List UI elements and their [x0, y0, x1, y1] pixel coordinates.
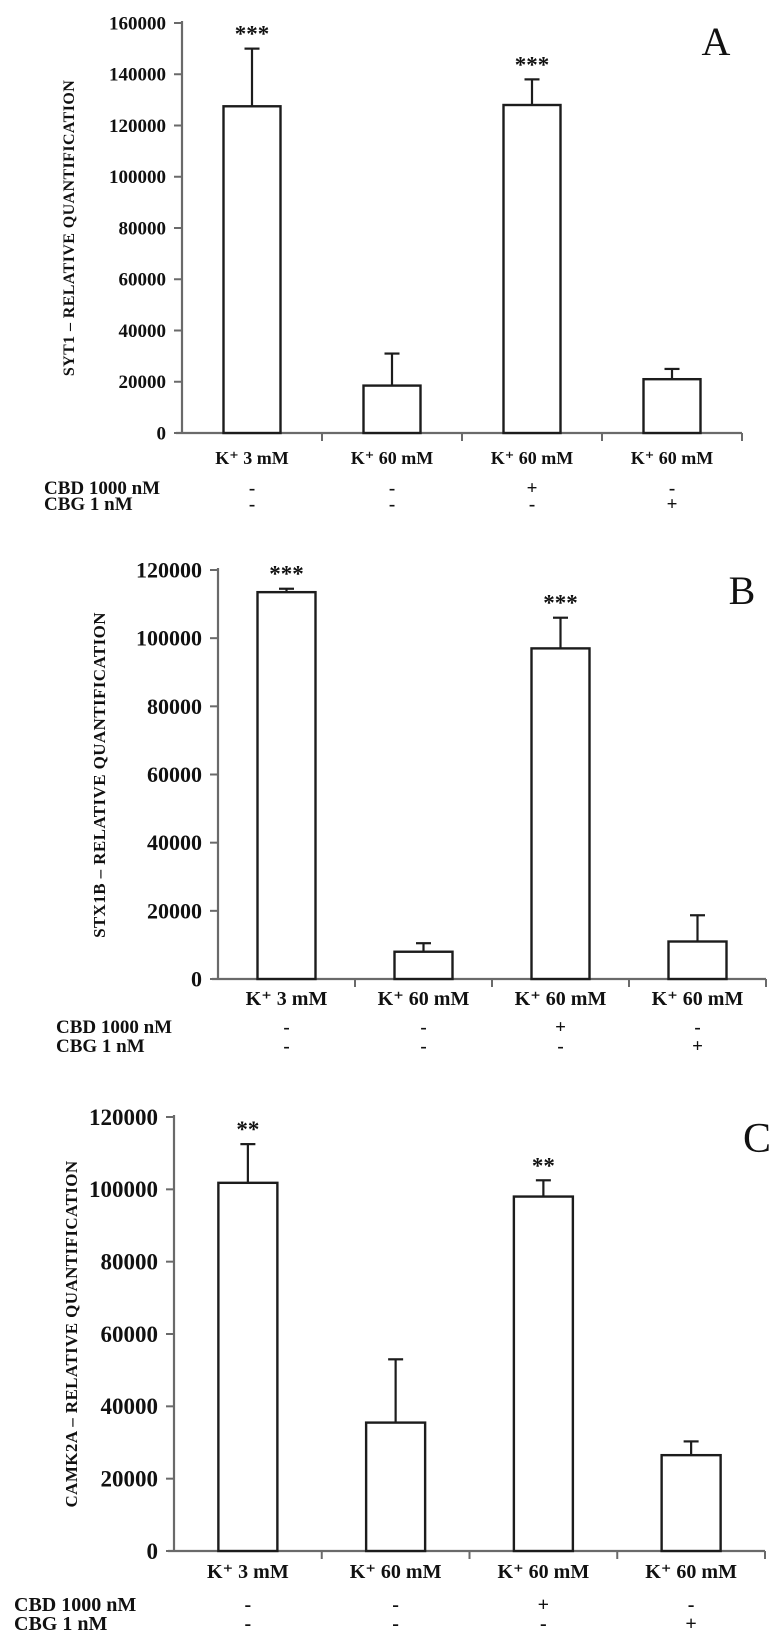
y-tick-label: 100000 [136, 626, 202, 651]
condition-value: - [392, 1613, 399, 1635]
condition-value: - [557, 1036, 563, 1057]
significance-label: *** [269, 562, 304, 587]
condition-value: - [245, 1594, 252, 1616]
panel-A: 0 20000 40000 60000 80000 100000 120000 140000 1… [0, 0, 783, 530]
condition-value: - [694, 1017, 700, 1038]
y-axis-title: CAMK2A – RELATIVE QUANTIFICATION [62, 1160, 81, 1507]
category-label: K⁺ 3 mM [246, 988, 328, 1010]
category-label: K⁺ 60 mM [645, 1561, 737, 1583]
condition-value: + [538, 1594, 549, 1616]
condition-value: + [667, 494, 678, 515]
category-label: K⁺ 60 mM [515, 988, 607, 1010]
condition-value: - [389, 494, 395, 515]
bar [530, 647, 591, 981]
category-label: K⁺ 60 mM [378, 988, 470, 1010]
bar [642, 377, 702, 435]
condition-row-label: CBD 1000 nM [44, 478, 160, 499]
significance-label: *** [543, 591, 578, 616]
condition-value: - [283, 1017, 289, 1038]
significance-label: *** [515, 52, 550, 77]
condition-value: - [669, 478, 675, 499]
panel-letter: C [743, 1116, 771, 1162]
category-label: K⁺ 60 mM [351, 448, 434, 468]
condition-row-label: CBG 1 nM [44, 494, 133, 515]
y-tick-label: 80000 [147, 694, 202, 719]
panel-letter: A [702, 19, 731, 64]
category-label: K⁺ 60 mM [631, 448, 714, 468]
y-tick-label: 60000 [147, 762, 202, 787]
y-tick-label: 160000 [109, 13, 166, 34]
y-tick-label: 0 [191, 966, 202, 991]
panel-letter: B [729, 568, 756, 613]
significance-label: ** [532, 1153, 555, 1178]
y-tick-label: 0 [147, 1539, 159, 1564]
y-tick-label: 120000 [89, 1105, 158, 1130]
y-tick-label: 100000 [89, 1177, 158, 1202]
condition-value: + [555, 1017, 566, 1038]
y-tick-label: 20000 [147, 898, 202, 923]
condition-value: + [685, 1613, 696, 1635]
significance-label: *** [235, 22, 270, 47]
bar [667, 940, 728, 981]
bar [393, 950, 454, 981]
condition-value: - [529, 494, 535, 515]
y-tick-label: 80000 [101, 1249, 159, 1274]
condition-value: + [527, 478, 538, 499]
bar [217, 1181, 279, 1553]
y-tick-label: 40000 [147, 830, 202, 855]
significance-label: ** [236, 1117, 259, 1142]
category-label: K⁺ 60 mM [491, 448, 574, 468]
condition-value: - [420, 1036, 426, 1057]
category-label: K⁺ 60 mM [350, 1561, 442, 1583]
condition-value: - [392, 1594, 399, 1616]
y-tick-label: 60000 [119, 270, 167, 291]
bar [256, 590, 317, 981]
condition-value: - [283, 1036, 289, 1057]
y-tick-label: 120000 [109, 116, 166, 137]
category-label: K⁺ 60 mM [652, 988, 744, 1010]
chart-camk2a-bar-chart: 0 20000 40000 60000 80000 100000 120000 ** K⁺ 3 … [14, 1105, 771, 1635]
y-tick-label: 100000 [109, 167, 166, 188]
condition-value: - [540, 1613, 547, 1635]
condition-row-label: CBD 1000 nM [14, 1594, 136, 1616]
condition-row-label: CBD 1000 nM [56, 1017, 172, 1038]
panel-C: 0 20000 40000 60000 80000 100000 120000 ** K⁺ 3 … [0, 1085, 783, 1649]
bar [660, 1453, 722, 1553]
y-tick-label: 20000 [101, 1466, 159, 1491]
bar [364, 1421, 427, 1553]
condition-value: - [420, 1017, 426, 1038]
condition-value: - [249, 494, 255, 515]
condition-value: + [692, 1036, 703, 1057]
category-label: K⁺ 3 mM [207, 1561, 289, 1583]
chart-stx1b-bar-chart: 0 20000 40000 60000 80000 100000 120000 *** K⁺ 3… [56, 557, 767, 1057]
y-axis-title: SYT1 – RELATIVE QUANTIFICATION [61, 80, 78, 376]
bar [512, 1195, 575, 1553]
y-tick-label: 140000 [109, 65, 166, 86]
bar [362, 384, 422, 435]
category-label: K⁺ 3 mM [215, 448, 289, 468]
condition-value: - [688, 1594, 695, 1616]
condition-value: - [389, 478, 395, 499]
condition-value: - [249, 478, 255, 499]
y-tick-label: 20000 [119, 372, 167, 393]
y-axis-title: STX1B – RELATIVE QUANTIFICATION [90, 612, 109, 938]
y-tick-label: 60000 [101, 1322, 159, 1347]
bar [502, 103, 562, 435]
y-tick-label: 0 [157, 423, 167, 444]
category-label: K⁺ 60 mM [498, 1561, 590, 1583]
condition-value: - [245, 1613, 252, 1635]
chart-syt1-bar-chart: 0 20000 40000 60000 80000 100000 120000 140000 1… [44, 13, 743, 515]
y-tick-label: 80000 [119, 218, 167, 239]
y-tick-label: 120000 [136, 557, 202, 582]
condition-row-label: CBG 1 nM [56, 1036, 145, 1057]
y-tick-label: 40000 [101, 1394, 159, 1419]
panel-B: 0 20000 40000 60000 80000 100000 120000 *** K⁺ 3… [0, 530, 783, 1085]
y-tick-label: 40000 [119, 321, 167, 342]
bar [222, 105, 282, 435]
condition-row-label: CBG 1 nM [14, 1613, 107, 1635]
